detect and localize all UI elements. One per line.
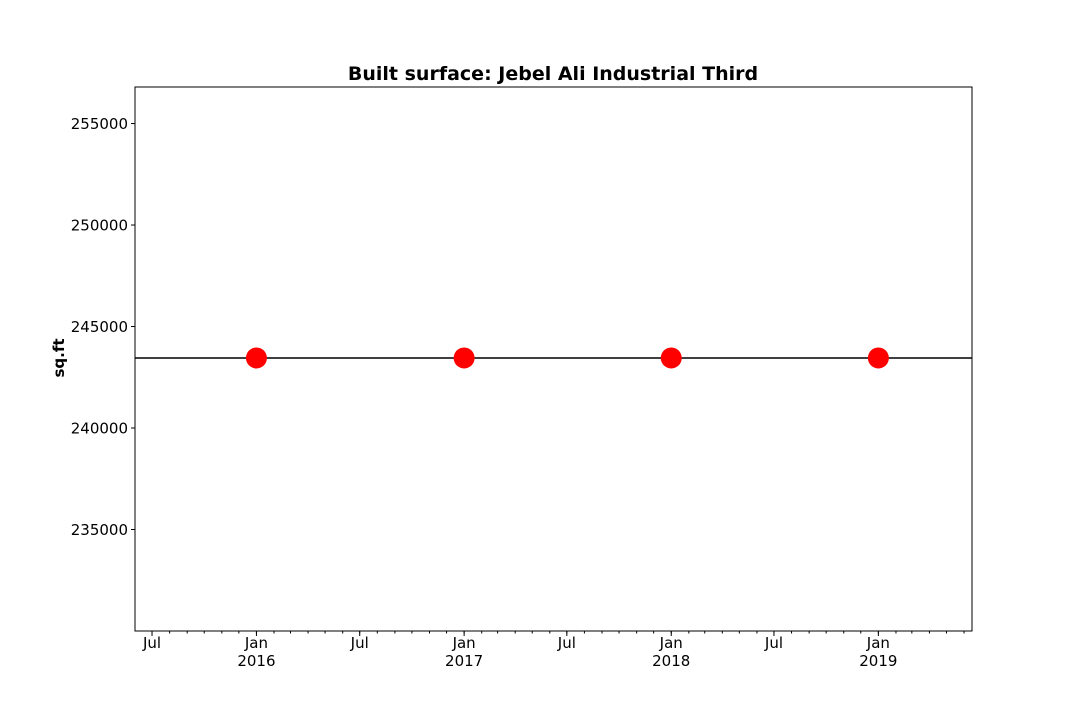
x-tick-label: Jan [659,634,683,652]
x-tick-label: Jan [244,634,268,652]
y-tick-label: 245000 [71,318,128,336]
data-point [245,347,267,369]
x-tick-label: Jul [142,634,161,652]
data-point [453,347,475,369]
x-tick-label: Jan [452,634,476,652]
data-point [867,347,889,369]
y-tick-label: 250000 [71,217,128,235]
x-tick-label: Jan [866,634,890,652]
x-tick-label: Jul [764,634,783,652]
y-axis-label: sq.ft [50,338,68,377]
data-point [660,347,682,369]
x-tick-label: Jul [557,634,576,652]
y-tick-label: 255000 [71,115,128,133]
y-tick-label: 235000 [71,521,128,539]
x-tick-year-label: 2018 [652,652,690,670]
x-tick-year-label: 2019 [859,652,897,670]
y-tick-label: 240000 [71,420,128,438]
plot-frame [134,86,973,632]
chart-title: Built surface: Jebel Ali Industrial Thir… [348,63,758,85]
x-tick-year-label: 2016 [237,652,275,670]
x-tick-year-label: 2017 [445,652,483,670]
x-tick-label: Jul [350,634,369,652]
